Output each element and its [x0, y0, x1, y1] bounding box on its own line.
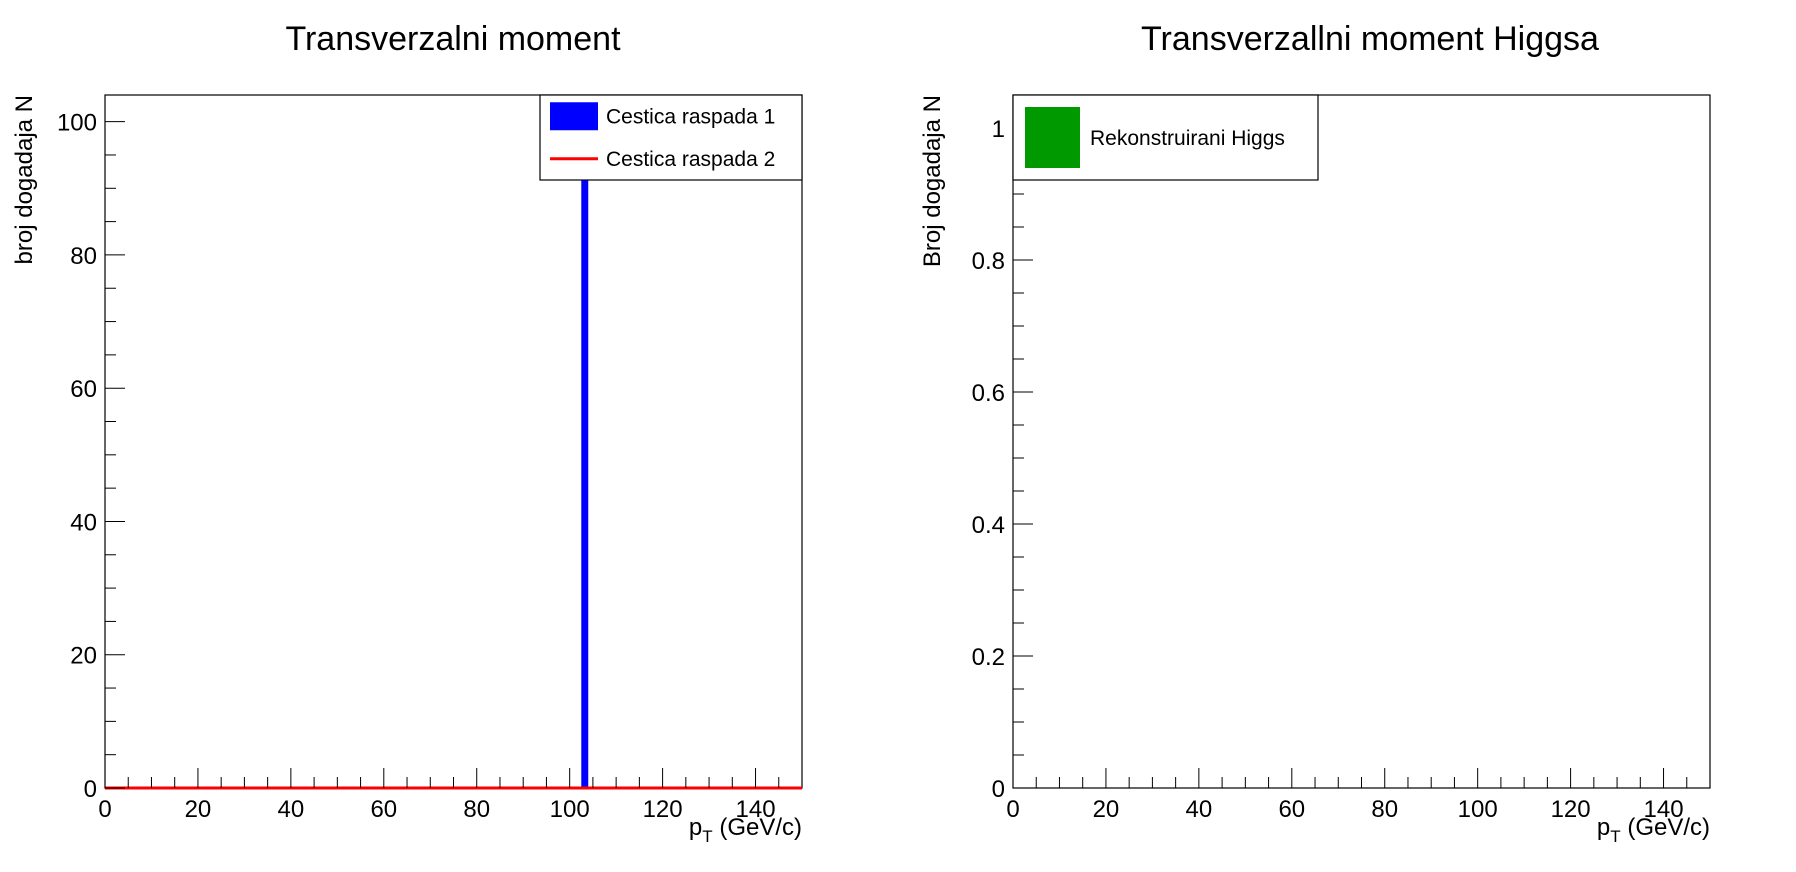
y-tick-label: 60 [70, 376, 97, 403]
y-axis-label: broj dogadaja N [11, 95, 38, 264]
x-tick-label: 20 [1093, 796, 1120, 823]
x-tick-label: 80 [463, 796, 490, 823]
y-axis-label: Broj dogadaja N [919, 95, 946, 267]
y-tick-label: 0.2 [972, 644, 1005, 671]
chart-title: Transverzalni moment [285, 20, 621, 58]
x-axis-label: pT (GeV/c) [689, 814, 802, 846]
x-tick-label: 60 [370, 796, 397, 823]
x-tick-label: 120 [643, 796, 683, 823]
x-tick-label: 140 [1644, 796, 1684, 823]
x-tick-label: 40 [278, 796, 305, 823]
x-tick-label: 140 [736, 796, 776, 823]
x-tick-label: 40 [1186, 796, 1213, 823]
x-tick-label: 0 [1006, 796, 1019, 823]
chart-title: Transverzallni moment Higgsa [1141, 20, 1599, 58]
y-tick-label: 0 [992, 776, 1005, 803]
y-tick-label: 20 [70, 643, 97, 670]
y-tick-label: 1 [992, 116, 1005, 143]
legend-swatch [550, 102, 598, 131]
y-tick-label: 100 [57, 110, 97, 137]
chart-panel-1: Transverzalni moment 0 20 40 60 80 100 120 140 0 2… [11, 20, 803, 846]
x-tick-label: 120 [1551, 796, 1591, 823]
x-tick-label: 100 [550, 796, 590, 823]
histogram-bar [581, 121, 589, 788]
x-tick-label: 100 [1458, 796, 1498, 823]
x-tick-label: 60 [1278, 796, 1305, 823]
plot-frame [1012, 94, 1711, 789]
legend-entry-label: Rekonstruirani Higgs [1090, 127, 1285, 150]
y-tick-label: 0 [84, 776, 97, 803]
y-tick-label: 0.4 [972, 512, 1005, 539]
x-tick-label: 80 [1371, 796, 1398, 823]
plot-frame [104, 94, 803, 789]
legend: Rekonstruirani Higgs [1012, 94, 1319, 181]
legend-entry-label: Cestica raspada 2 [606, 148, 775, 171]
x-axis-label: pT (GeV/c) [1597, 814, 1710, 846]
legend: Cestica raspada 1 Cestica raspada 2 [539, 94, 803, 181]
x-tick-label: 20 [185, 796, 212, 823]
y-tick-label: 40 [70, 509, 97, 536]
y-tick-label: 0.8 [972, 248, 1005, 275]
legend-swatch [1025, 107, 1080, 168]
x-tick-label: 0 [98, 796, 111, 823]
y-tick-label: 0.6 [972, 380, 1005, 407]
legend-entry-label: Cestica raspada 1 [606, 105, 775, 128]
y-tick-label: 80 [70, 243, 97, 270]
